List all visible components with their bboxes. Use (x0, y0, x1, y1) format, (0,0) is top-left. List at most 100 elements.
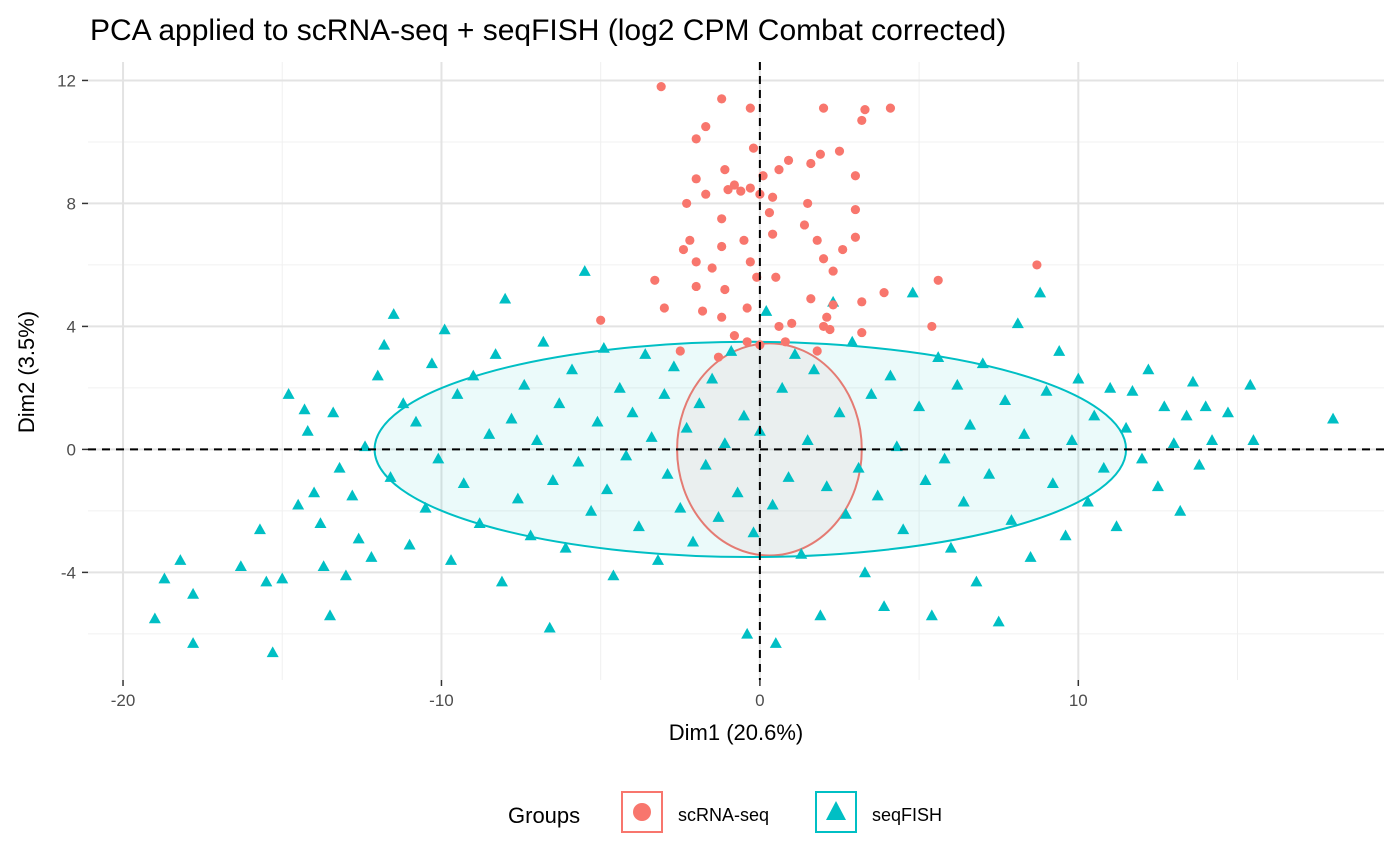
point-scrna-seq (717, 94, 727, 104)
point-scrna-seq (745, 183, 755, 193)
point-seqfish (384, 471, 397, 482)
point-scrna-seq (659, 303, 669, 313)
point-seqfish (234, 560, 247, 572)
point-seqfish (174, 554, 187, 565)
point-seqfish (964, 418, 977, 430)
point-seqfish (530, 434, 543, 445)
y-axis-title: Dim2 (3.5%) (14, 311, 39, 433)
point-scrna-seq (780, 337, 790, 347)
point-scrna-seq (828, 266, 838, 276)
y-tick-label: -4 (61, 563, 76, 582)
point-seqfish (661, 468, 674, 479)
point-seqfish (438, 323, 451, 335)
point-scrna-seq (771, 272, 781, 282)
point-scrna-seq (812, 235, 822, 245)
point-seqfish (1151, 480, 1164, 492)
points-layer (148, 81, 1340, 658)
point-seqfish (782, 471, 795, 482)
point-scrna-seq (691, 257, 701, 267)
point-scrna-seq (701, 189, 711, 199)
point-scrna-seq (850, 204, 861, 215)
point-seqfish (1053, 345, 1066, 356)
x-axis-title: Dim1 (20.6%) (669, 720, 803, 745)
point-seqfish (944, 541, 957, 553)
point-seqfish (1247, 434, 1260, 445)
point-seqfish (1104, 381, 1117, 393)
legend: Groups scRNA-seq seqFISH (508, 791, 942, 833)
point-seqfish (788, 348, 801, 359)
point-seqfish (553, 397, 566, 409)
point-scrna-seq (739, 235, 749, 245)
point-scrna-seq (806, 294, 816, 304)
point-seqfish (511, 492, 524, 504)
point-scrna-seq (691, 174, 701, 184)
point-seqfish (378, 338, 391, 350)
y-tick-label: 12 (57, 71, 76, 90)
y-tick-label: 8 (67, 194, 76, 213)
point-seqfish (747, 526, 760, 538)
point-seqfish (451, 388, 464, 399)
point-seqfish (1199, 400, 1212, 412)
point-seqfish (585, 504, 598, 516)
point-scrna-seq (729, 180, 740, 190)
point-scrna-seq (787, 318, 797, 328)
point-seqfish (976, 357, 989, 369)
point-scrna-seq (717, 214, 727, 224)
point-scrna-seq (1032, 260, 1042, 270)
point-scrna-seq (774, 165, 784, 175)
point-seqfish (1193, 458, 1206, 470)
point-scrna-seq (682, 198, 692, 209)
point-seqfish (387, 308, 400, 319)
point-scrna-seq (717, 312, 727, 322)
point-scrna-seq (857, 115, 867, 126)
point-seqfish (607, 569, 620, 581)
point-seqfish (1186, 375, 1199, 387)
point-seqfish (706, 372, 719, 384)
point-seqfish (591, 415, 604, 427)
point-seqfish (1040, 384, 1053, 396)
point-seqfish (687, 535, 700, 547)
point-seqfish (1167, 437, 1180, 449)
point-seqfish (1120, 421, 1133, 433)
point-seqfish (317, 560, 330, 572)
point-seqfish (957, 495, 970, 507)
point-seqfish (425, 357, 438, 369)
point-scrna-seq (799, 220, 810, 230)
chart-title: PCA applied to scRNA-seq + seqFISH (log2… (90, 14, 1006, 47)
point-seqfish (253, 523, 266, 535)
point-seqfish (938, 452, 951, 464)
point-seqfish (639, 348, 652, 359)
point-seqfish (645, 431, 658, 442)
point-seqfish (913, 400, 926, 412)
point-seqfish (766, 498, 779, 510)
point-seqfish (1072, 372, 1085, 384)
legend-title: Groups (508, 803, 580, 828)
point-seqfish (1018, 428, 1031, 439)
point-seqfish (1059, 529, 1072, 541)
point-seqfish (1244, 378, 1257, 390)
legend-marker-triangle (826, 801, 846, 820)
point-seqfish (473, 517, 486, 528)
point-scrna-seq (745, 257, 755, 267)
point-seqfish (1088, 409, 1101, 421)
point-scrna-seq (885, 103, 896, 113)
point-seqfish (1081, 495, 1094, 507)
point-seqfish (667, 360, 680, 372)
point-scrna-seq (713, 352, 724, 362)
point-seqfish (833, 406, 846, 418)
point-seqfish (559, 541, 572, 553)
point-seqfish (718, 437, 731, 449)
point-seqfish (1046, 477, 1059, 489)
point-seqfish (970, 575, 983, 587)
point-seqfish (932, 351, 945, 362)
point-seqfish (432, 452, 445, 464)
point-seqfish (578, 265, 591, 276)
point-seqfish (543, 621, 556, 633)
point-scrna-seq (596, 315, 606, 325)
point-seqfish (445, 554, 458, 565)
point-seqfish (801, 434, 814, 445)
legend-label-scrna-seq: scRNA-seq (678, 805, 769, 825)
point-scrna-seq (678, 244, 689, 255)
point-seqfish (1011, 317, 1024, 329)
